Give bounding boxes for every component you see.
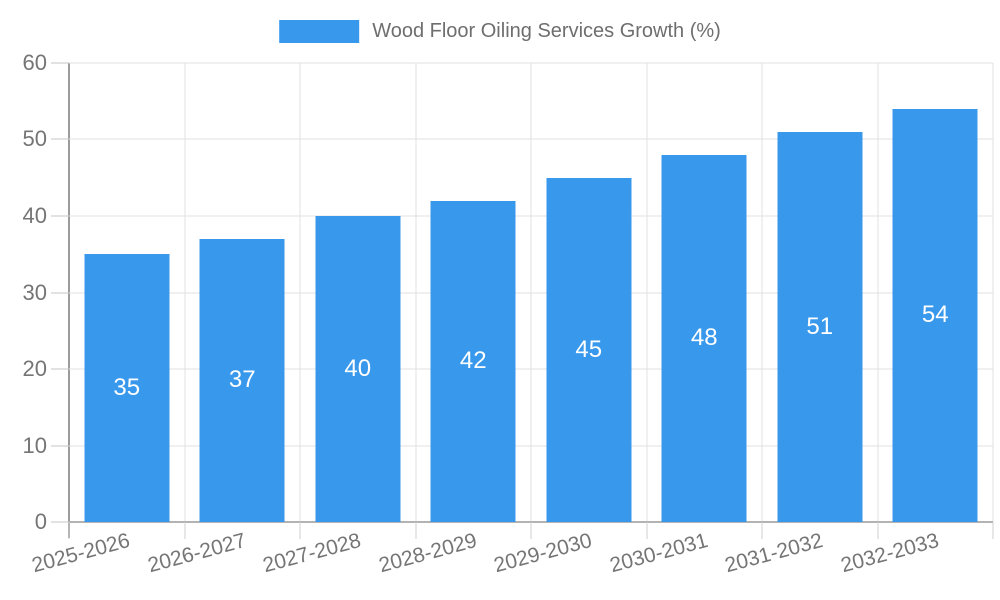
legend-swatch-icon <box>279 20 360 43</box>
x-axis-tick-label-2032-2033: 2032-2033 <box>838 529 942 578</box>
bar-value-label: 35 <box>113 374 141 402</box>
x-axis-tick-mark <box>877 522 878 539</box>
bar-2030-2031[interactable]: 48 <box>661 154 747 522</box>
y-axis-tick-label-0: 0 <box>34 509 47 534</box>
x-axis-tick-label-2026-2027: 2026-2027 <box>145 529 249 578</box>
gridline-vertical <box>184 63 185 522</box>
gridline-vertical <box>530 63 532 522</box>
y-axis-tick-mark <box>51 62 69 64</box>
gridline-vertical <box>646 63 647 522</box>
y-axis-tick-label-30: 30 <box>22 279 47 305</box>
gridline-vertical <box>992 63 994 522</box>
x-axis-tick-mark <box>992 522 994 539</box>
x-axis-tick-mark <box>184 522 185 539</box>
bar-2031-2032[interactable]: 51 <box>777 131 863 522</box>
y-axis-tick-label-40: 40 <box>22 202 47 228</box>
gridline-vertical <box>877 63 878 522</box>
bar-value-label: 37 <box>228 366 256 394</box>
y-axis-tick-label-10: 10 <box>22 432 47 458</box>
x-axis-tick-label-2028-2029: 2028-2029 <box>376 529 480 578</box>
y-axis-labels: 0 10 20 30 40 50 60 <box>0 52 47 533</box>
y-axis-ticks <box>51 62 69 523</box>
x-axis-tick-mark <box>68 522 70 539</box>
gridline-vertical <box>415 63 416 522</box>
x-axis-tick-label-2025-2026: 2025-2026 <box>29 529 133 578</box>
x-axis-labels: 2025-2026 2026-2027 2027-2028 2028-2029 2029… <box>30 529 993 599</box>
bar-value-label: 54 <box>921 301 949 329</box>
bar-value-label: 45 <box>575 335 603 363</box>
x-axis-tick-label-2027-2028: 2027-2028 <box>260 529 364 578</box>
x-axis-tick-mark <box>530 522 532 539</box>
y-axis-line <box>68 63 70 538</box>
y-axis-tick-label-50: 50 <box>22 126 47 152</box>
bars-group: 35 37 40 42 45 48 51 54 <box>69 63 993 522</box>
y-axis-tick-mark <box>51 521 69 523</box>
bar-2028-2029[interactable]: 42 <box>430 200 516 522</box>
y-axis-tick-mark <box>51 445 69 446</box>
gridline-vertical <box>299 63 301 522</box>
bar-value-label: 40 <box>344 355 372 382</box>
gridline-vertical <box>761 63 763 522</box>
plot-area: 35 37 40 42 45 48 51 54 <box>69 62 994 523</box>
legend: Wood Floor Oiling Services Growth (%) <box>279 20 721 43</box>
bar-2027-2028[interactable]: 40 <box>315 216 401 522</box>
bar-2026-2027[interactable]: 37 <box>199 238 285 522</box>
bar-2032-2033[interactable]: 54 <box>892 108 978 522</box>
x-axis-tick-mark <box>646 522 647 539</box>
y-axis-tick-mark <box>51 138 69 140</box>
x-axis-tick-mark <box>761 522 763 539</box>
x-axis-ticks <box>68 522 994 539</box>
y-axis-tick-label-60: 60 <box>22 50 47 75</box>
y-axis-tick-mark <box>51 215 69 217</box>
bar-value-label: 48 <box>690 324 718 352</box>
bar-value-label: 51 <box>806 312 834 340</box>
y-axis-tick-mark <box>51 292 69 293</box>
x-axis-tick-mark <box>299 522 301 539</box>
bar-value-label: 42 <box>459 347 487 375</box>
legend-label: Wood Floor Oiling Services Growth (%) <box>372 20 721 42</box>
legend-item[interactable]: Wood Floor Oiling Services Growth (%) <box>279 20 721 43</box>
y-axis-tick-mark <box>51 368 69 370</box>
x-axis-tick-mark <box>415 522 416 539</box>
x-axis-tick-label-2030-2031: 2030-2031 <box>607 529 711 578</box>
x-axis-tick-label-2029-2030: 2029-2030 <box>491 529 595 578</box>
y-axis-tick-label-20: 20 <box>22 355 47 381</box>
bar-2025-2026[interactable]: 35 <box>84 254 170 522</box>
x-axis-tick-label-2031-2032: 2031-2032 <box>722 529 826 578</box>
bar-2029-2030[interactable]: 45 <box>546 177 632 522</box>
